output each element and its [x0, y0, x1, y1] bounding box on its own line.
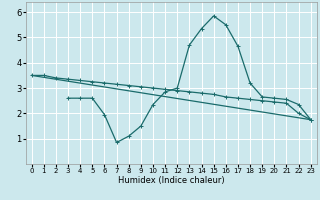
X-axis label: Humidex (Indice chaleur): Humidex (Indice chaleur) [118, 176, 225, 185]
